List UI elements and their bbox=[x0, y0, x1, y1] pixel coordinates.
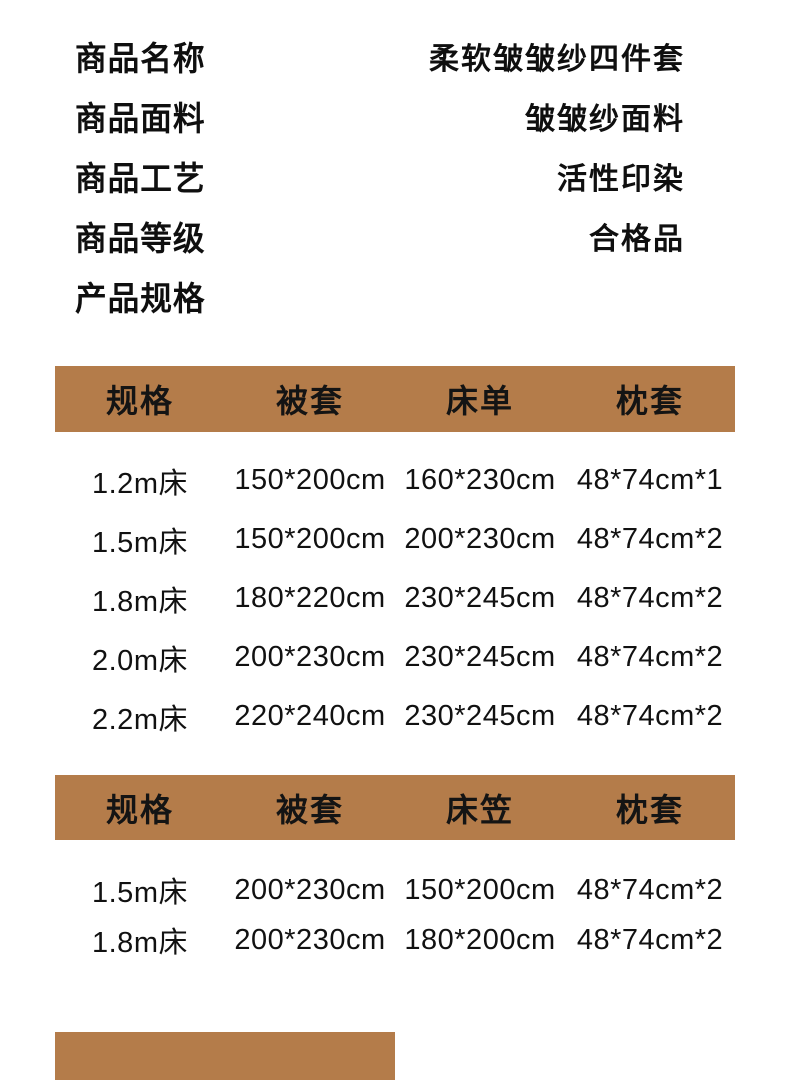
info-value-fabric: 皱皱纱面料 bbox=[525, 103, 685, 136]
column-header-spec: 规格 bbox=[105, 383, 174, 419]
cell-pillowcase: 48*74cm*2 bbox=[576, 582, 724, 614]
cell-quilt-cover: 220*240cm bbox=[234, 700, 386, 732]
table-row: 1.2m床 150*200cm 160*230cm 48*74cm*1 bbox=[55, 451, 735, 510]
cell-pillowcase: 48*74cm*2 bbox=[576, 700, 724, 732]
column-header-pillowcase: 枕套 bbox=[615, 791, 684, 828]
column-header-quilt-cover: 被套 bbox=[275, 383, 344, 419]
partial-table-header-bar bbox=[55, 1032, 395, 1080]
cell-bed-sheet: 230*245cm bbox=[404, 582, 556, 614]
cell-pillowcase: 48*74cm*2 bbox=[576, 641, 724, 673]
cell-bed-sheet: 160*230cm bbox=[404, 464, 556, 496]
info-label-craft: 商品工艺 bbox=[75, 160, 206, 197]
info-row-name: 商品名称 柔软皱皱纱四件套 bbox=[75, 26, 685, 86]
cell-bed-size: 1.8m床 bbox=[92, 927, 188, 959]
cell-bed-sheet: 230*245cm bbox=[404, 641, 556, 673]
table-row: 2.2m床 220*240cm 230*245cm 48*74cm*2 bbox=[55, 687, 735, 746]
cell-fitted-sheet: 150*200cm bbox=[404, 873, 556, 906]
table-row: 1.5m床 150*200cm 200*230cm 48*74cm*2 bbox=[55, 510, 735, 569]
info-label-grade: 商品等级 bbox=[75, 220, 206, 257]
cell-bed-sheet: 230*245cm bbox=[404, 700, 556, 732]
cell-quilt-cover: 200*230cm bbox=[234, 641, 386, 673]
fitted-sheet-table-body: 1.5m床 200*230cm 150*200cm 48*74cm*2 1.8m… bbox=[55, 865, 735, 965]
table-row: 1.5m床 200*230cm 150*200cm 48*74cm*2 bbox=[55, 865, 735, 915]
cell-pillowcase: 48*74cm*2 bbox=[576, 873, 724, 906]
cell-fitted-sheet: 180*200cm bbox=[404, 923, 556, 956]
cell-quilt-cover: 150*200cm bbox=[234, 523, 386, 555]
cell-bed-sheet: 200*230cm bbox=[404, 523, 556, 555]
info-row-grade: 商品等级 合格品 bbox=[75, 206, 685, 266]
table-row: 2.0m床 200*230cm 230*245cm 48*74cm*2 bbox=[55, 628, 735, 687]
info-row-craft: 商品工艺 活性印染 bbox=[75, 146, 685, 206]
cell-bed-size: 1.5m床 bbox=[92, 526, 188, 559]
cell-quilt-cover: 200*230cm bbox=[234, 923, 386, 956]
info-label-fabric: 商品面料 bbox=[75, 100, 206, 137]
cell-bed-size: 1.8m床 bbox=[92, 585, 188, 618]
info-value-name: 柔软皱皱纱四件套 bbox=[429, 43, 685, 76]
column-header-fitted-sheet: 床笠 bbox=[445, 791, 514, 828]
column-header-quilt-cover: 被套 bbox=[275, 791, 344, 828]
cell-bed-size: 1.5m床 bbox=[92, 877, 188, 909]
info-label-spec-title: 产品规格 bbox=[75, 280, 206, 317]
sheet-set-table-header: 规格 被套 床单 枕套 bbox=[55, 366, 735, 432]
column-header-spec: 规格 bbox=[105, 791, 174, 828]
cell-bed-size: 2.0m床 bbox=[92, 644, 188, 677]
table-row: 1.8m床 200*230cm 180*200cm 48*74cm*2 bbox=[55, 915, 735, 965]
product-info-section: 商品名称 柔软皱皱纱四件套 商品面料 皱皱纱面料 商品工艺 活性印染 商品等级 … bbox=[75, 26, 685, 326]
column-header-bed-sheet: 床单 bbox=[445, 383, 514, 419]
sheet-set-table-body: 1.2m床 150*200cm 160*230cm 48*74cm*1 1.5m… bbox=[55, 451, 735, 746]
cell-pillowcase: 48*74cm*2 bbox=[576, 523, 724, 555]
cell-quilt-cover: 180*220cm bbox=[234, 582, 386, 614]
info-value-grade: 合格品 bbox=[589, 223, 685, 256]
cell-quilt-cover: 150*200cm bbox=[234, 464, 386, 496]
cell-quilt-cover: 200*230cm bbox=[234, 873, 386, 906]
info-row-spec-title: 产品规格 bbox=[75, 266, 685, 326]
fitted-sheet-table-header: 规格 被套 床笠 枕套 bbox=[55, 775, 735, 840]
cell-pillowcase: 48*74cm*1 bbox=[576, 464, 724, 496]
info-label-name: 商品名称 bbox=[75, 40, 206, 77]
column-header-pillowcase: 枕套 bbox=[615, 383, 684, 419]
info-value-craft: 活性印染 bbox=[557, 163, 685, 196]
cell-bed-size: 2.2m床 bbox=[92, 703, 188, 736]
cell-pillowcase: 48*74cm*2 bbox=[576, 923, 724, 956]
info-row-fabric: 商品面料 皱皱纱面料 bbox=[75, 86, 685, 146]
table-row: 1.8m床 180*220cm 230*245cm 48*74cm*2 bbox=[55, 569, 735, 628]
cell-bed-size: 1.2m床 bbox=[92, 467, 188, 500]
